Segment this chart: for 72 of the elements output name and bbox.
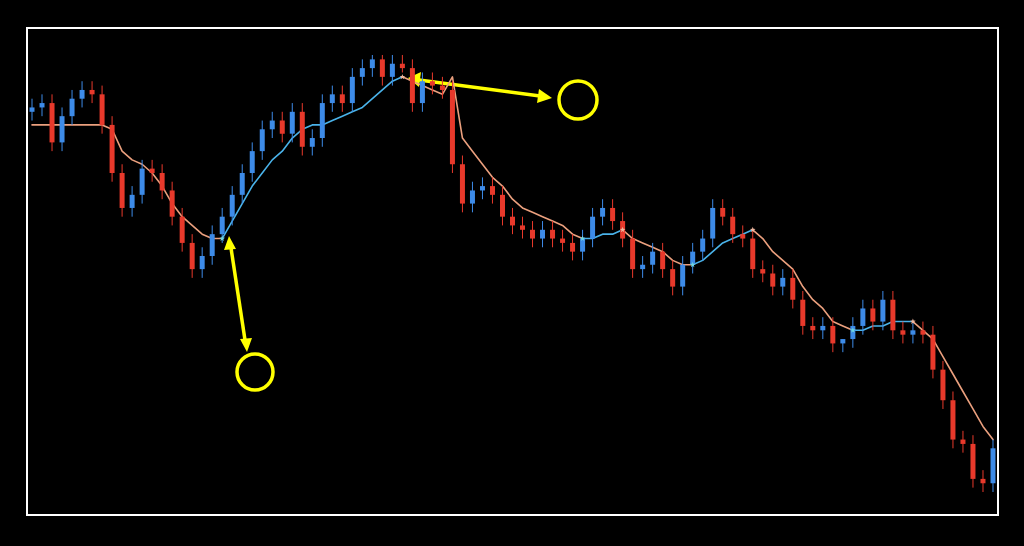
candlestick [510,207,515,235]
candlestick [309,128,315,157]
candlestick [670,259,676,296]
candlestick [880,290,886,331]
candlestick [980,469,986,493]
candlestick [289,102,295,143]
candlestick [660,242,666,279]
candlestick [680,255,686,296]
candlestick [249,141,255,183]
candlestick [520,216,526,240]
candlestick [89,80,95,104]
candlestick [369,54,375,78]
candlestick [29,98,35,122]
candlestick [960,430,966,454]
candlestick [239,163,245,205]
candlestick [590,207,596,248]
candlestick [730,207,736,244]
candlestick [610,198,616,231]
candlestick [229,185,235,226]
candlestick [900,321,906,344]
candlestick [820,316,826,340]
candlestick [339,85,345,113]
candlestick [530,220,536,248]
candlestick [489,176,495,205]
point [910,318,916,324]
candlestick [740,224,746,248]
candlestick [810,316,816,340]
candlestick [870,299,876,331]
candlestick [560,229,566,253]
candlestick [279,111,285,143]
candlestick [760,259,766,283]
candlestick [359,58,365,87]
point [689,261,696,268]
candlestick [159,163,165,200]
candlestick [720,198,726,226]
candlestick [199,246,205,279]
point [850,327,856,333]
candlestick [419,71,425,113]
candlestick [379,54,385,87]
candlestick [429,71,435,95]
candlestick [439,76,445,100]
candlestick [910,321,916,344]
candlestick [329,85,335,113]
candlestick [129,185,135,218]
candlestick [830,316,836,353]
candlestick [469,181,475,213]
candlestick [650,242,656,274]
candlestick [780,268,786,296]
candlestick [600,198,606,226]
candlestick [920,321,926,344]
candlestick [860,299,866,336]
point [399,73,406,80]
candlestick [79,80,85,108]
candlestick [39,93,45,117]
candlestick [209,224,215,266]
point [749,226,756,233]
candlestick [770,264,776,296]
candlestick [499,185,505,226]
candlestick [570,233,576,261]
candlestick [540,220,546,248]
candlestick [149,159,155,183]
candlestick [269,111,275,139]
point [619,226,626,233]
candlestick [640,255,646,279]
candlestick [790,268,796,309]
candlestick [620,211,626,248]
candlestick [389,54,395,87]
candlestick [550,220,556,248]
candlestick [69,89,75,126]
candlestick [259,120,265,161]
candlestick [700,229,706,261]
candlestick [479,176,485,200]
